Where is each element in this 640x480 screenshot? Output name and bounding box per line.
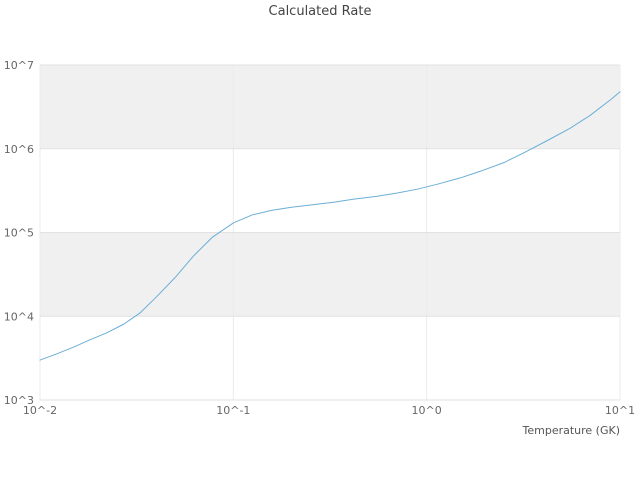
x-tick-label: 10^1 bbox=[605, 404, 635, 417]
plot-band bbox=[40, 65, 620, 149]
y-tick-label: 10^3 bbox=[4, 394, 34, 407]
y-tick-label: 10^7 bbox=[4, 59, 34, 72]
y-tick-label: 10^4 bbox=[4, 310, 34, 323]
plot-band bbox=[40, 232, 620, 317]
y-tick-label: 10^5 bbox=[4, 227, 34, 240]
x-tick-label: 10^-1 bbox=[216, 404, 250, 417]
series-line-calculated-rate bbox=[39, 91, 621, 361]
x-tick-label: 10^0 bbox=[412, 404, 442, 417]
x-axis-label: Temperature (GK) bbox=[522, 424, 621, 437]
chart-title: Calculated Rate bbox=[268, 4, 372, 19]
y-tick-label: 10^6 bbox=[4, 143, 34, 156]
x-tick-label: 10^-2 bbox=[23, 404, 57, 417]
